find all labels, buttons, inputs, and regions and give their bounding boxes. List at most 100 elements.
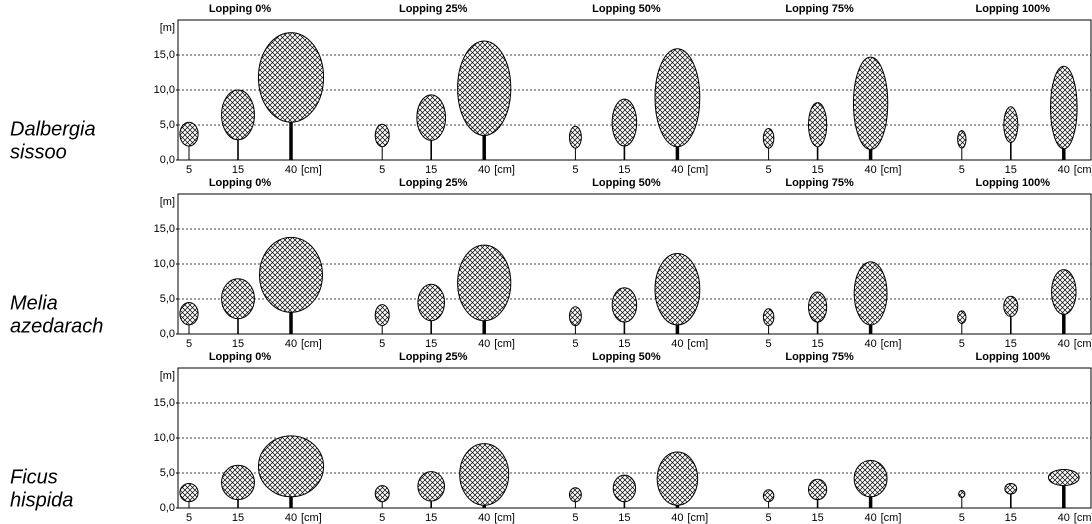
x-tick-label: 15 — [811, 338, 823, 350]
x-tick-label: 40 — [864, 164, 876, 176]
crown — [763, 490, 774, 502]
crown — [569, 307, 581, 326]
y-tick-label: 15,0 — [154, 223, 175, 235]
y-tick-label: 5,0 — [160, 119, 175, 131]
crown — [458, 245, 511, 321]
crown — [809, 479, 827, 499]
y-tick-label: 10,0 — [154, 432, 175, 444]
x-unit-label: [cm] — [687, 512, 708, 524]
y-axis-label: [m] — [160, 196, 175, 208]
panel-title: Lopping 100% — [976, 3, 1051, 15]
x-unit-label: [cm] — [301, 338, 322, 350]
x-tick-label: 5 — [959, 512, 965, 524]
crown — [418, 472, 445, 501]
panel-title: Lopping 0% — [209, 351, 272, 363]
crown — [655, 49, 700, 147]
crown — [258, 33, 323, 123]
x-tick-label: 40 — [1058, 338, 1070, 350]
crown — [1048, 470, 1079, 486]
crown — [180, 122, 198, 146]
x-tick-label: 40 — [478, 164, 490, 176]
y-tick-label: 0,0 — [160, 502, 175, 514]
panel-title: Lopping 100% — [976, 177, 1051, 189]
x-tick-label: 40 — [864, 338, 876, 350]
crown — [613, 475, 635, 502]
crown — [657, 452, 698, 505]
crown — [222, 90, 255, 140]
crown — [1052, 270, 1077, 315]
x-tick-label: 40 — [478, 512, 490, 524]
species-label: Ficus — [10, 466, 58, 488]
crown — [809, 103, 827, 147]
y-tick-label: 5,0 — [160, 467, 175, 479]
panel-title: Lopping 50% — [592, 3, 661, 15]
x-tick-label: 5 — [766, 164, 772, 176]
x-tick-label: 15 — [1005, 164, 1017, 176]
crown — [655, 254, 700, 325]
crown — [222, 465, 255, 499]
x-tick-label: 15 — [425, 512, 437, 524]
x-tick-label: 15 — [232, 164, 244, 176]
crown — [853, 57, 887, 149]
x-tick-label: 40 — [864, 512, 876, 524]
y-tick-label: 15,0 — [154, 397, 175, 409]
panel-title: Lopping 25% — [399, 177, 468, 189]
x-tick-label: 5 — [766, 512, 772, 524]
crown — [1051, 66, 1078, 149]
x-unit-label: [cm] — [301, 512, 322, 524]
crown — [375, 124, 389, 146]
crown — [569, 126, 581, 148]
crown — [612, 99, 637, 146]
x-unit-label: [cm] — [301, 164, 322, 176]
panel-title: Lopping 75% — [785, 177, 854, 189]
panel-title: Lopping 50% — [592, 177, 661, 189]
x-tick-label: 40 — [1058, 512, 1070, 524]
x-tick-label: 40 — [671, 338, 683, 350]
crown — [1004, 107, 1018, 143]
y-tick-label: 0,0 — [160, 154, 175, 166]
x-tick-label: 40 — [285, 512, 297, 524]
x-unit-label: [cm] — [881, 164, 902, 176]
crown — [458, 41, 511, 136]
y-axis-label: [m] — [160, 22, 175, 34]
species-label: Dalbergia — [10, 118, 96, 140]
x-unit-label: [cm] — [494, 164, 515, 176]
crown — [958, 311, 966, 324]
x-unit-label: [cm] — [881, 512, 902, 524]
x-tick-label: 5 — [379, 338, 385, 350]
y-tick-label: 15,0 — [154, 49, 175, 61]
crown — [222, 279, 255, 319]
panel-title: Lopping 50% — [592, 351, 661, 363]
species-label: sissoo — [10, 141, 67, 163]
x-tick-label: 5 — [766, 338, 772, 350]
x-tick-label: 40 — [478, 338, 490, 350]
panel-title: Lopping 100% — [976, 351, 1051, 363]
crown — [763, 129, 774, 149]
panel-title: Lopping 25% — [399, 351, 468, 363]
x-unit-label: [cm] — [494, 338, 515, 350]
chart: Dalbergiasissoo [m] 0,0 5,0 10,0 15,0 Lopping … — [0, 0, 1092, 524]
x-tick-label: 40 — [1058, 164, 1070, 176]
crown — [180, 484, 198, 502]
x-unit-label: [cm] — [881, 338, 902, 350]
x-unit-label: [cm] — [1074, 338, 1092, 350]
x-tick-label: 15 — [1005, 512, 1017, 524]
x-tick-label: 5 — [572, 338, 578, 350]
x-tick-label: 40 — [285, 164, 297, 176]
species-label: azedarach — [10, 315, 103, 337]
x-tick-label: 5 — [379, 512, 385, 524]
crown — [763, 309, 774, 326]
crown — [612, 288, 637, 322]
panel-title: Lopping 25% — [399, 3, 468, 15]
x-tick-label: 15 — [811, 164, 823, 176]
x-tick-label: 5 — [186, 164, 192, 176]
crown — [460, 444, 509, 506]
x-tick-label: 5 — [959, 338, 965, 350]
y-tick-label: 5,0 — [160, 293, 175, 305]
crown — [959, 491, 965, 498]
x-unit-label: [cm] — [687, 164, 708, 176]
x-unit-label: [cm] — [494, 512, 515, 524]
crown — [1004, 296, 1018, 316]
x-tick-label: 5 — [379, 164, 385, 176]
panel-title: Lopping 75% — [785, 351, 854, 363]
